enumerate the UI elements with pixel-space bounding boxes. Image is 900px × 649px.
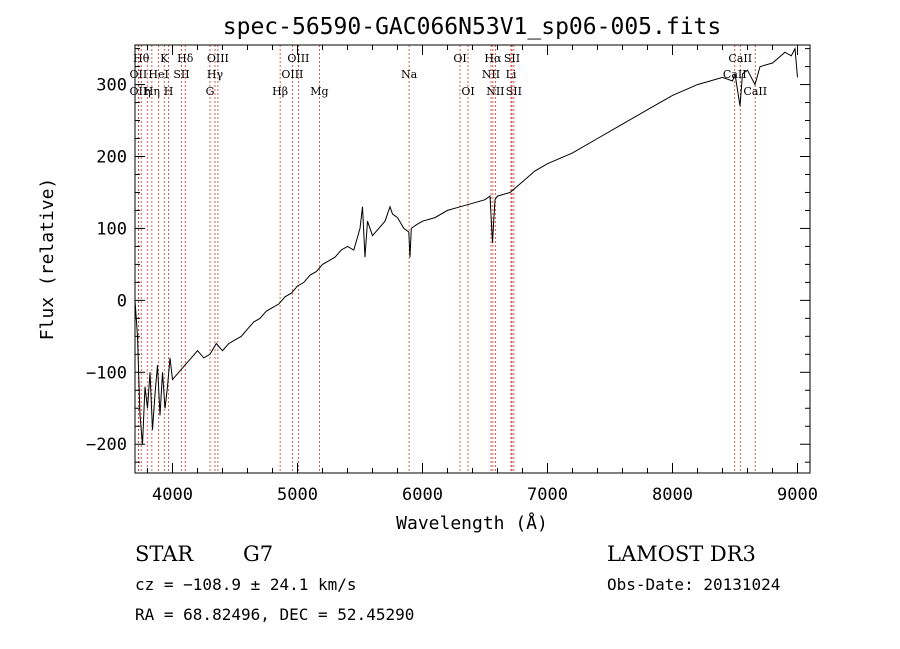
annotation-label: NII <box>486 85 504 98</box>
x-tick-label: 4000 <box>152 485 193 505</box>
coords-text: RA = 68.82496, DEC = 52.45290 <box>135 605 414 624</box>
y-tick-label: 200 <box>96 147 127 167</box>
y-tick-label: 100 <box>96 219 127 239</box>
annotation-label: Mg <box>310 85 328 98</box>
annotation-label: HeI <box>148 68 168 81</box>
y-tick-label: −200 <box>86 435 127 455</box>
annotation-label: Na <box>401 68 418 81</box>
x-tick-label: 7000 <box>527 485 568 505</box>
y-tick-label: −100 <box>86 363 127 383</box>
chart-title: spec-56590-GAC066N53V1_sp06-005.fits <box>223 14 722 40</box>
annotation-label: Hγ <box>207 68 224 81</box>
annotation-label: H <box>164 85 174 98</box>
y-tick-label: 0 <box>117 291 127 311</box>
annotation-label: G <box>206 85 215 98</box>
survey-label: LAMOST DR3 <box>607 542 756 566</box>
x-axis-label: Wavelength (Å) <box>396 512 548 534</box>
x-tick-label: 9000 <box>777 485 818 505</box>
y-axis: −200 −100 0 100 200 300 <box>86 48 810 463</box>
annotation-label: SII <box>173 68 189 81</box>
annotation-label: Hβ <box>272 85 288 98</box>
annotation-label: Hα <box>484 52 502 65</box>
line-labels: HθOIIOIIηHηHeIKHSIIHδGHγOIIIHβOIIIOIIIMg… <box>130 52 768 98</box>
annotation-label: SII <box>504 52 520 65</box>
annotation-label: Hδ <box>177 52 194 65</box>
annotation-label: η <box>144 85 151 98</box>
y-tick-label: 300 <box>96 76 127 96</box>
redshift-text: cz = −108.9 ± 24.1 km/s <box>135 575 357 594</box>
obs-date-text: Obs-Date: 20131024 <box>607 575 780 594</box>
annotation-label: Hθ <box>133 52 150 65</box>
line-markers <box>137 45 756 473</box>
annotation-label: K <box>160 52 169 65</box>
annotation-label: OII <box>130 68 148 81</box>
x-tick-label: 6000 <box>402 485 443 505</box>
annotation-label: NII <box>482 68 500 81</box>
plot-frame <box>134 44 811 474</box>
x-tick-label: 5000 <box>277 485 318 505</box>
x-tick-label: 8000 <box>652 485 693 505</box>
annotation-label: OI <box>461 85 474 98</box>
annotation-label: Hη <box>144 85 160 98</box>
annotation-label: CaII <box>743 85 767 98</box>
annotation-label: CaII <box>728 52 752 65</box>
subclass-label: G7 <box>243 542 273 566</box>
annotation-label: OIII <box>207 52 229 65</box>
annotation-label: OII <box>130 85 148 98</box>
annotation-label: Li <box>506 68 517 81</box>
class-label: STAR <box>135 542 194 566</box>
x-axis: 4000 5000 6000 7000 8000 9000 <box>147 45 818 505</box>
annotation-label: OIII <box>281 68 303 81</box>
spectrum-line <box>134 46 798 445</box>
annotation-label: SII <box>506 85 522 98</box>
annotation-label: OI <box>453 52 466 65</box>
annotation-label: OIII <box>287 52 309 65</box>
y-axis-label: Flux (relative) <box>37 178 58 341</box>
